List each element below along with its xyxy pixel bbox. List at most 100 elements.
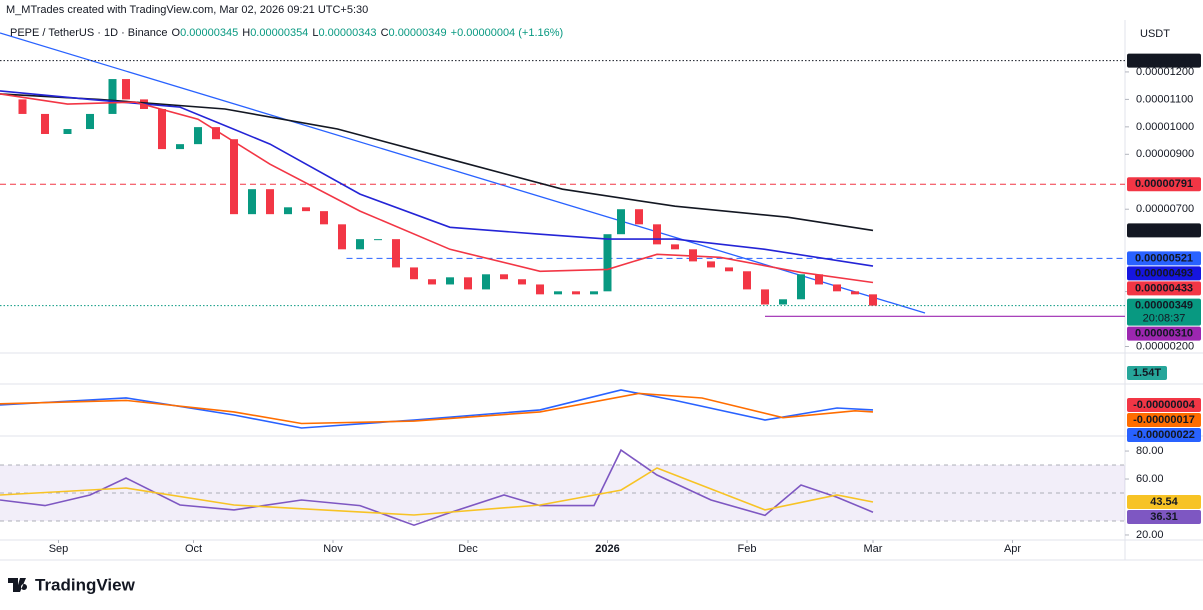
indicator-line — [0, 90, 874, 267]
candle — [707, 261, 715, 268]
ohlc-value: 0.00000354 — [250, 27, 308, 39]
ohlc-key: L — [312, 27, 318, 39]
x-tick-label: Sep — [49, 543, 69, 555]
candle — [617, 209, 625, 235]
price-tag-label: 0.00000623 — [1135, 224, 1193, 236]
candle — [41, 113, 49, 134]
candle — [815, 274, 823, 285]
candle — [500, 274, 508, 280]
y-tick-label: 0.00001200 — [1136, 66, 1194, 78]
candle — [212, 127, 220, 140]
price-tag-label: 43.54 — [1150, 496, 1178, 508]
logo-icon — [8, 578, 28, 592]
candle — [18, 99, 27, 114]
price-tag — [1127, 510, 1201, 525]
candle — [63, 129, 72, 134]
candle — [482, 274, 490, 290]
indicator-line — [0, 93, 874, 232]
candle — [302, 207, 310, 212]
countdown: 20:08:37 — [1143, 313, 1186, 325]
candle — [428, 279, 436, 285]
price-tag — [1127, 495, 1201, 510]
candle — [176, 144, 184, 150]
price-tag-label: 36.31 — [1150, 511, 1178, 523]
ohlc-line: PEPE / TetherUS · 1D · Binance O0.0000034… — [10, 27, 563, 39]
candle — [779, 299, 787, 305]
ohlc-value: 0.00000343 — [318, 27, 376, 39]
candle — [446, 277, 454, 285]
price-tag — [1127, 397, 1201, 412]
candle — [536, 284, 544, 295]
ohlc-value: 0.00000349 — [389, 27, 447, 39]
y-tick-label: 80.00 — [1136, 445, 1164, 457]
price-tag — [1127, 223, 1201, 238]
price-tag-label: 0.00000310 — [1135, 328, 1193, 340]
price-tag — [1127, 251, 1201, 266]
y-tick-label: 60.00 — [1136, 473, 1164, 485]
candle — [108, 79, 117, 114]
price-tag-label: 0.00000349 — [1135, 300, 1193, 312]
x-tick-label: Dec — [458, 543, 478, 555]
candle — [797, 274, 805, 300]
indicator-line — [0, 93, 874, 284]
price-tag-label: 0.00000521 — [1135, 252, 1193, 264]
price-tag-label: 0.00000791 — [1135, 178, 1193, 190]
indicator-line — [0, 467, 874, 516]
price-tag-label: 0.00000493 — [1135, 267, 1193, 279]
logo: TradingView — [8, 575, 136, 594]
candle — [158, 109, 166, 150]
candle — [743, 271, 751, 290]
change: +0.00000004 (+1.16%) — [451, 27, 564, 39]
x-tick-label: Mar — [864, 543, 883, 555]
price-tag — [1127, 177, 1201, 192]
candle — [230, 139, 238, 215]
credit: M_MTrades created with TradingView.com, … — [6, 4, 368, 16]
price-tag — [1127, 326, 1201, 341]
candle — [320, 211, 328, 225]
price-tag-label: 0.00000433 — [1135, 282, 1193, 294]
candle — [851, 291, 859, 295]
y-tick-label: 0.00000700 — [1136, 203, 1194, 215]
candle — [194, 127, 202, 145]
volume-tag-label: 1.54T — [1133, 367, 1161, 379]
x-tick-label: Nov — [323, 543, 343, 555]
price-tag — [1127, 412, 1201, 427]
candle — [653, 224, 661, 245]
symbol: PEPE / TetherUS · 1D · Binance — [10, 27, 168, 39]
y-tick-label: 0.00001100 — [1136, 93, 1193, 105]
indicator-line — [0, 392, 874, 425]
candle — [356, 239, 364, 250]
price-tag — [1127, 298, 1201, 326]
candle — [374, 239, 382, 241]
candle — [392, 239, 400, 268]
candle — [554, 291, 562, 295]
price-tag-label: -0.00000004 — [1133, 399, 1196, 411]
volume-tag — [1127, 366, 1167, 380]
indicator-line — [0, 448, 874, 527]
candle — [86, 113, 94, 130]
candle — [833, 284, 841, 292]
price-tag — [1127, 281, 1201, 296]
y-tick-label: 0.00000200 — [1136, 340, 1194, 352]
candle — [518, 279, 526, 285]
indicator-line — [0, 389, 874, 429]
currency: USDT — [1140, 28, 1170, 40]
candle — [761, 289, 769, 305]
ohlc-key: C — [381, 27, 389, 39]
y-tick-label: 0.00000900 — [1136, 148, 1194, 160]
candle — [671, 244, 679, 250]
x-tick-label: 2026 — [595, 543, 619, 555]
candle — [603, 234, 612, 292]
candle — [590, 291, 598, 295]
x-tick-label: Apr — [1004, 543, 1021, 555]
price-tag — [1127, 53, 1201, 68]
candle — [635, 209, 643, 225]
candle — [572, 291, 580, 295]
ohlc-key: H — [242, 27, 250, 39]
price-tag-label: -0.00000022 — [1133, 429, 1195, 441]
price-tag — [1127, 427, 1201, 442]
x-tick-label: Feb — [738, 543, 757, 555]
price-tag — [1127, 266, 1201, 281]
